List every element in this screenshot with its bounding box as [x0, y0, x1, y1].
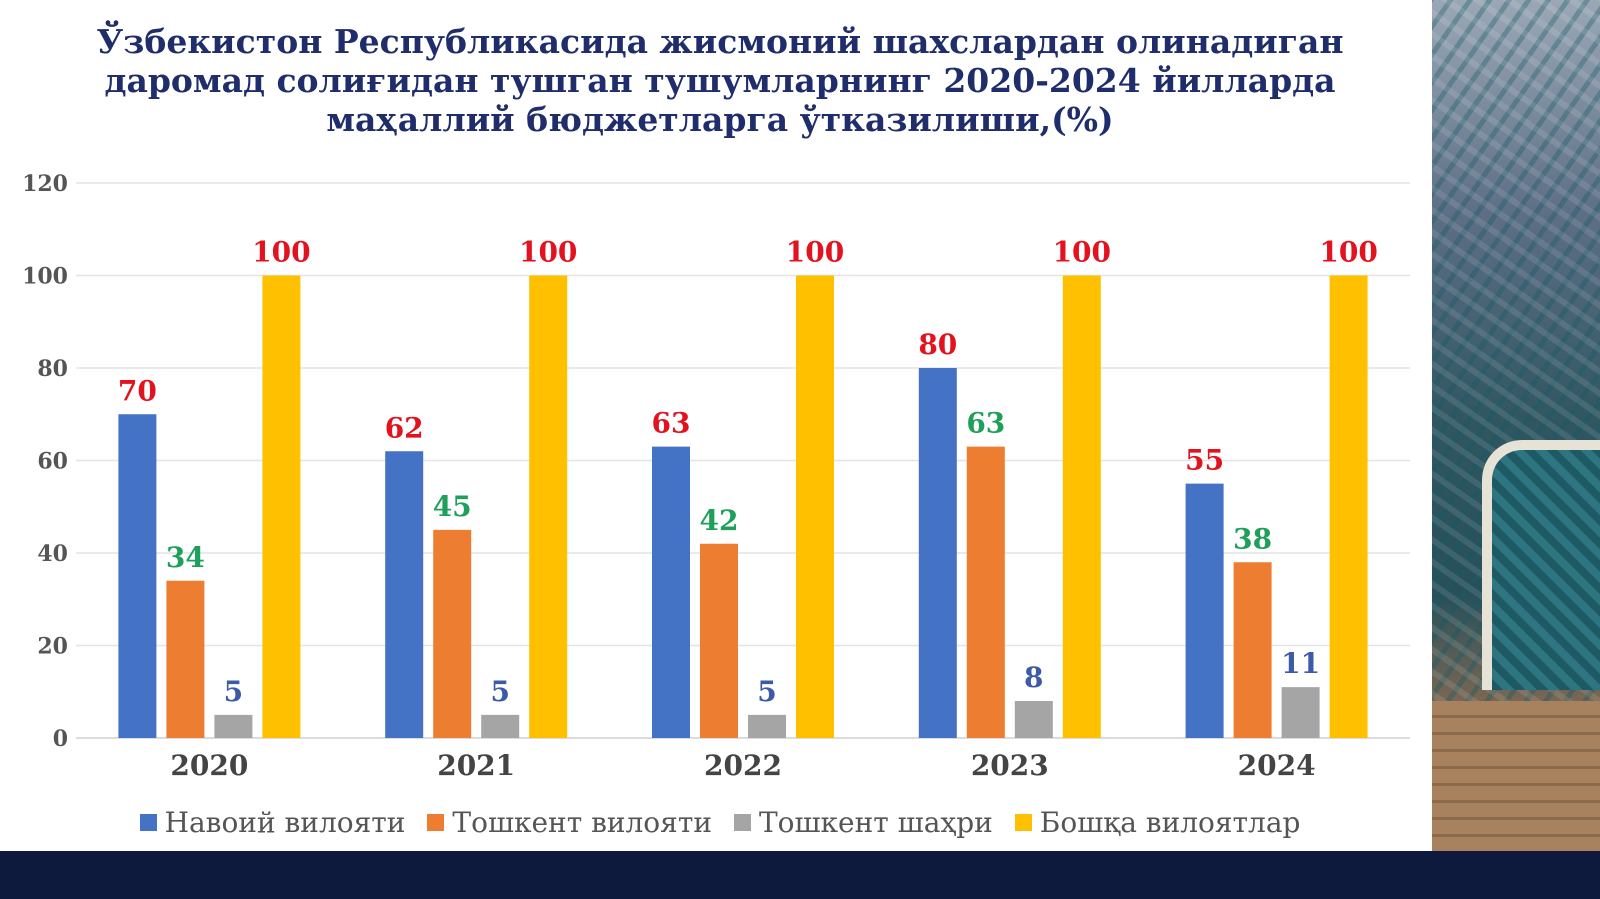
bar	[1062, 275, 1101, 738]
legend-item: Бошқа вилоятлар	[1014, 806, 1301, 839]
chart-title-line-1: Ўзбекистон Республикасида жисмоний шахсл…	[96, 22, 1344, 61]
bar	[748, 714, 786, 738]
bars	[118, 275, 1368, 738]
legend-label-navoi: Навоий вилояти	[164, 806, 406, 839]
x-tick-label: 2022	[704, 749, 782, 782]
data-label: 80	[918, 328, 957, 361]
x-tick-label: 2024	[1238, 749, 1316, 782]
bar	[652, 446, 690, 738]
legend-swatch-tashkent-region	[427, 814, 445, 831]
legend-swatch-other-regions	[1014, 814, 1032, 831]
bar	[1185, 483, 1224, 738]
y-tick-label: 100	[22, 264, 68, 290]
bar	[700, 543, 738, 738]
x-tick-label: 2021	[437, 749, 515, 782]
y-tick-label: 60	[37, 449, 68, 475]
data-label: 63	[652, 407, 691, 440]
tiled-arch-image	[1482, 440, 1600, 690]
data-label: 34	[166, 541, 205, 574]
legend-label-tashkent-region: Тошкент вилояти	[452, 806, 712, 839]
legend-item: Навоий вилояти	[139, 806, 406, 839]
x-axis: 2020 2021 2022 2023 2024	[170, 749, 1315, 782]
bar	[966, 446, 1005, 738]
bar	[1329, 275, 1368, 738]
legend-item: Тошкент шаҳри	[733, 806, 993, 839]
data-label: 38	[1233, 522, 1272, 555]
bar	[166, 580, 205, 738]
legend-item: Тошкент вилояти	[427, 806, 712, 839]
data-label: 11	[1281, 647, 1320, 680]
legend-swatch-tashkent-city	[733, 814, 751, 831]
bar-chart: 0 20 40 60 80 100 120 70 34 5 100 62 45 5 100 63 42 5 100…	[22, 171, 1410, 782]
data-label: 5	[224, 675, 243, 708]
x-tick-label: 2023	[971, 749, 1049, 782]
y-tick-label: 40	[37, 541, 68, 567]
bar	[1233, 562, 1272, 738]
data-label: 5	[490, 675, 509, 708]
y-tick-label: 80	[37, 356, 68, 382]
legend-label-other-regions: Бошқа вилоятлар	[1039, 806, 1301, 839]
data-label: 100	[519, 236, 577, 269]
bar	[118, 414, 157, 738]
data-label: 100	[1053, 236, 1111, 269]
chart-title-line-2: даромад солиғидан тушган тушумларнинг 20…	[104, 61, 1336, 100]
mosaic-photo	[1432, 0, 1600, 851]
bar	[1281, 687, 1320, 738]
bar	[214, 714, 253, 738]
bar	[918, 368, 957, 738]
y-tick-label: 120	[22, 171, 68, 197]
y-tick-label: 20	[37, 634, 68, 660]
data-label: 42	[700, 504, 739, 537]
data-label: 8	[1024, 661, 1043, 694]
y-axis: 0 20 40 60 80 100 120	[22, 171, 68, 752]
data-label: 100	[1319, 236, 1377, 269]
y-tick-label: 0	[53, 726, 68, 752]
data-labels: 70 34 5 100 62 45 5 100 63 42 5 100 80 63 8 100 55 38 11 10…	[118, 236, 1378, 708]
data-label: 45	[433, 490, 472, 523]
bar	[385, 451, 424, 738]
data-label: 5	[757, 675, 776, 708]
bar	[433, 529, 472, 738]
legend: Навоий вилояти Тошкент вилояти Тошкент ш…	[0, 806, 1440, 839]
data-label: 55	[1185, 444, 1224, 477]
bar	[796, 275, 834, 738]
bar	[1014, 701, 1053, 738]
data-label: 100	[252, 236, 310, 269]
data-label: 70	[118, 374, 157, 407]
bar	[529, 275, 568, 738]
bar	[481, 714, 520, 738]
chart-title-line-3: маҳаллий бюджетларга ўтказилиши,(%)	[326, 100, 1114, 139]
data-label: 100	[786, 236, 844, 269]
footer-bar	[0, 851, 1600, 899]
data-label: 63	[966, 407, 1005, 440]
data-label: 62	[385, 411, 424, 444]
bar	[262, 275, 301, 738]
legend-swatch-navoi	[139, 814, 157, 831]
chart-title: Ўзбекистон Республикасида жисмоний шахсл…	[60, 22, 1380, 139]
x-tick-label: 2020	[170, 749, 248, 782]
legend-label-tashkent-city: Тошкент шаҳри	[758, 806, 993, 839]
brick-wall-image	[1432, 701, 1600, 851]
